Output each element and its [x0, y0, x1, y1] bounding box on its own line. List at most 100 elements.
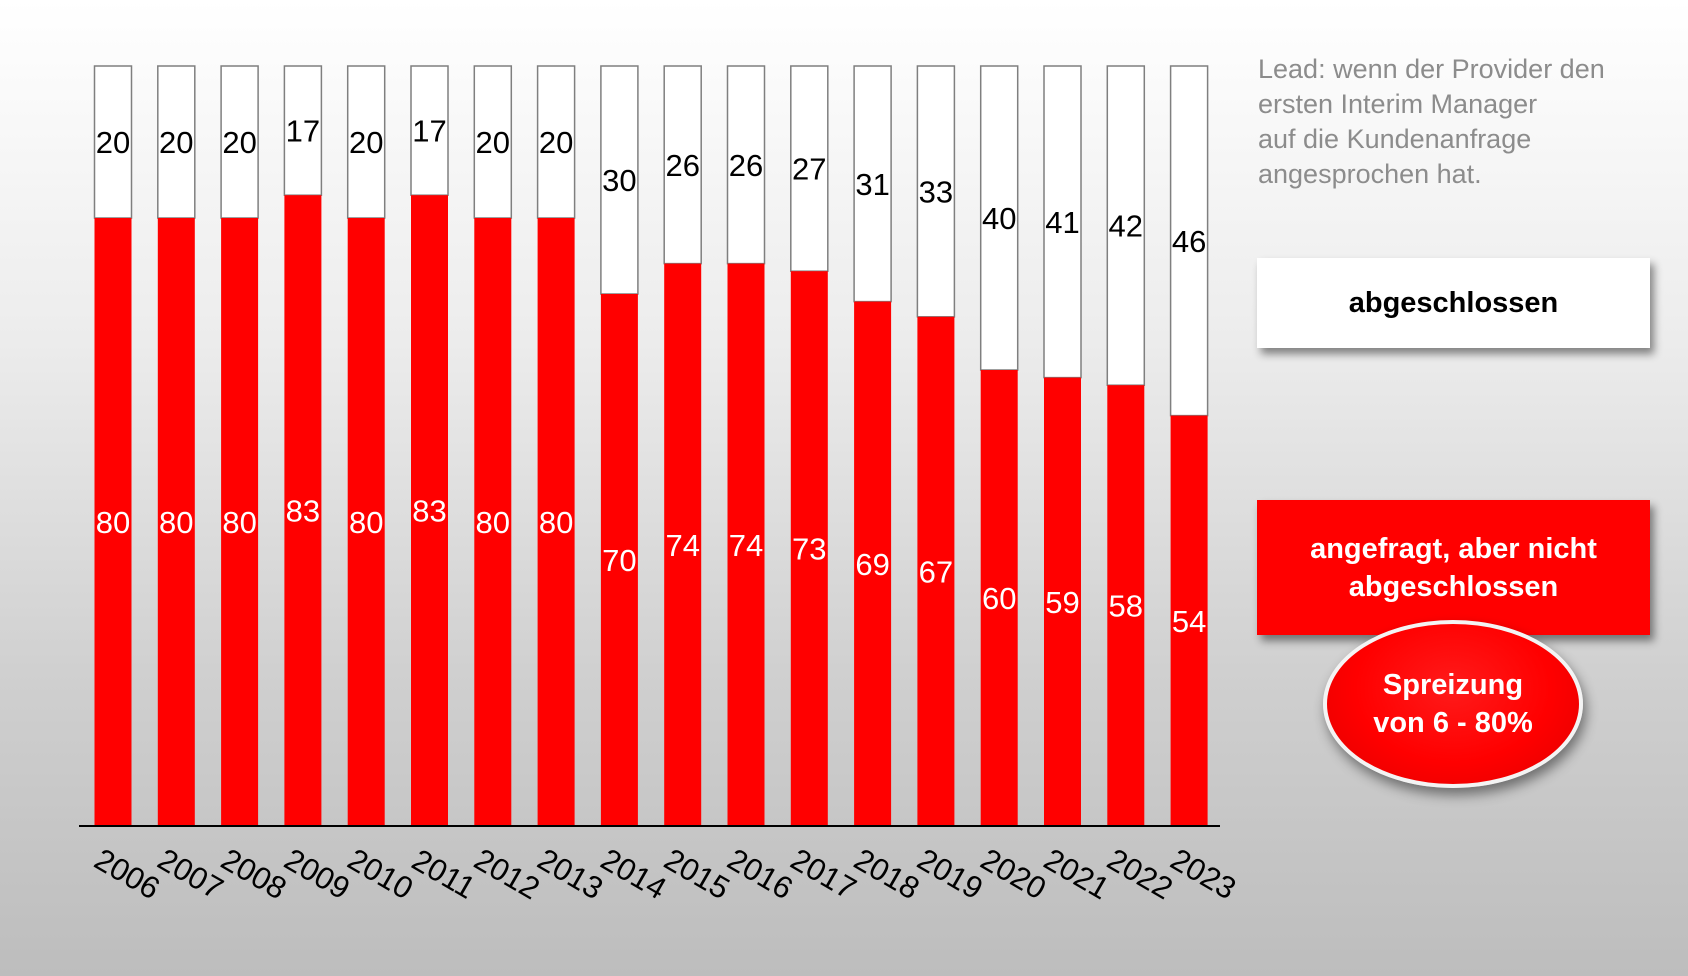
label-angefragt-2014: 70: [602, 543, 636, 578]
label-abgeschlossen-2011: 17: [412, 114, 446, 149]
year-label-2016: 2016: [722, 842, 799, 907]
bar-angefragt-2014: [600, 294, 638, 826]
label-angefragt-2013: 80: [539, 505, 573, 540]
legend-abgeschlossen-label: abgeschlossen: [1348, 287, 1559, 319]
year-label-2006: 2006: [89, 842, 166, 907]
label-angefragt-2007: 80: [159, 505, 193, 540]
label-abgeschlossen-2018: 31: [855, 167, 889, 202]
bar-angefragt-2017: [790, 271, 828, 826]
bar-abgeschlossen-2013: [536, 65, 576, 219]
label-abgeschlossen-2016: 26: [729, 148, 763, 183]
value-labels-group: 20 80 20 80 20 80 17 83 20 80 17 83 20 80 20 80 30 70 26 74…: [96, 114, 1207, 639]
year-label-2018: 2018: [848, 842, 925, 907]
bar-angefragt-2012: [474, 218, 512, 826]
lead-definition-note: Lead: wenn der Provider den ersten Inter…: [1258, 52, 1658, 192]
bar-angefragt-2008: [221, 218, 259, 826]
label-angefragt-2010: 80: [349, 505, 383, 540]
note-line-3: auf die Kundenanfrage: [1258, 124, 1532, 154]
label-abgeschlossen-2019: 33: [919, 174, 953, 209]
label-angefragt-2020: 60: [982, 581, 1016, 616]
bar-abgeschlossen-2019: [916, 65, 956, 318]
label-angefragt-2011: 83: [412, 494, 446, 529]
legend-abgeschlossen: abgeschlossen: [1257, 258, 1650, 348]
year-label-2021: 2021: [1038, 842, 1115, 907]
note-line-1: Lead: wenn der Provider den: [1258, 54, 1605, 84]
year-label-2023: 2023: [1165, 842, 1242, 907]
year-labels-group: 2006200720082009201020112012201320142015…: [89, 842, 1242, 907]
label-abgeschlossen-2007: 20: [159, 125, 193, 160]
label-abgeschlossen-2009: 17: [286, 114, 320, 149]
callout-line-1: Spreizung: [1382, 669, 1524, 701]
year-label-2020: 2020: [975, 842, 1052, 907]
year-label-2015: 2015: [658, 842, 735, 907]
label-abgeschlossen-2015: 26: [665, 148, 699, 183]
year-label-2011: 2011: [406, 842, 481, 906]
label-abgeschlossen-2014: 30: [602, 163, 636, 198]
label-angefragt-2006: 80: [96, 505, 130, 540]
legend-angefragt-line-1: angefragt, aber nicht: [1310, 532, 1597, 565]
label-angefragt-2021: 59: [1045, 585, 1079, 620]
label-abgeschlossen-2008: 20: [222, 125, 256, 160]
label-abgeschlossen-2013: 20: [539, 125, 573, 160]
bar-angefragt-2020: [980, 370, 1018, 826]
bar-abgeschlossen-2017: [790, 65, 829, 272]
label-angefragt-2008: 80: [222, 505, 256, 540]
label-angefragt-2018: 69: [855, 547, 889, 582]
bar-angefragt-2023: [1170, 415, 1208, 826]
note-line-2: ersten Interim Manager: [1258, 89, 1538, 119]
bar-angefragt-2013: [537, 218, 575, 826]
year-label-2019: 2019: [912, 842, 989, 907]
bar-angefragt-2018: [854, 301, 892, 827]
bars-group: [93, 65, 1209, 827]
label-angefragt-2016: 74: [729, 528, 763, 563]
bar-angefragt-2007: [157, 218, 195, 826]
year-label-2017: 2017: [785, 842, 862, 907]
bar-abgeschlossen-2021: [1043, 65, 1082, 379]
bar-angefragt-2011: [411, 195, 448, 826]
label-abgeschlossen-2017: 27: [792, 152, 826, 187]
bar-abgeschlossen-2008: [220, 65, 259, 219]
bar-abgeschlossen-2016: [726, 65, 766, 265]
bar-angefragt-2019: [917, 316, 955, 826]
year-label-2022: 2022: [1101, 842, 1178, 907]
label-abgeschlossen-2022: 42: [1109, 209, 1143, 244]
bar-angefragt-2016: [727, 263, 765, 827]
bar-abgeschlossen-2006: [93, 65, 133, 219]
label-abgeschlossen-2012: 20: [476, 125, 510, 160]
bar-angefragt-2022: [1107, 385, 1145, 826]
year-label-2010: 2010: [342, 842, 419, 907]
year-label-2009: 2009: [279, 842, 356, 907]
label-angefragt-2022: 58: [1109, 589, 1143, 624]
bar-abgeschlossen-2023: [1169, 65, 1209, 417]
bar-angefragt-2009: [284, 195, 322, 826]
label-abgeschlossen-2021: 41: [1045, 205, 1079, 240]
label-abgeschlossen-2006: 20: [96, 125, 130, 160]
bar-abgeschlossen-2007: [157, 65, 196, 219]
year-label-2012: 2012: [468, 842, 545, 907]
label-angefragt-2015: 74: [665, 528, 699, 563]
spreizung-callout: Spreizung von 6 - 80%: [1323, 620, 1583, 788]
label-angefragt-2023: 54: [1172, 604, 1206, 639]
note-line-4: angesprochen hat.: [1258, 159, 1482, 189]
year-label-2014: 2014: [595, 842, 672, 907]
bar-abgeschlossen-2022: [1106, 65, 1146, 386]
bar-angefragt-2010: [347, 218, 385, 826]
label-abgeschlossen-2020: 40: [982, 201, 1016, 236]
year-label-2008: 2008: [215, 842, 292, 907]
bar-abgeschlossen-2014: [600, 65, 639, 295]
bar-angefragt-2021: [1044, 377, 1081, 826]
year-label-2007: 2007: [152, 842, 229, 907]
bar-abgeschlossen-2020: [979, 65, 1019, 371]
label-angefragt-2019: 67: [919, 554, 953, 589]
year-label-2013: 2013: [532, 842, 609, 907]
label-angefragt-2012: 80: [476, 505, 510, 540]
bar-abgeschlossen-2012: [473, 65, 513, 219]
label-abgeschlossen-2010: 20: [349, 125, 383, 160]
bar-angefragt-2006: [94, 218, 132, 826]
label-angefragt-2009: 83: [286, 494, 320, 529]
bar-angefragt-2015: [664, 263, 702, 827]
label-angefragt-2017: 73: [792, 532, 826, 567]
label-abgeschlossen-2023: 46: [1172, 224, 1206, 259]
legend-angefragt: angefragt, aber nicht abgeschlossen: [1257, 500, 1650, 635]
